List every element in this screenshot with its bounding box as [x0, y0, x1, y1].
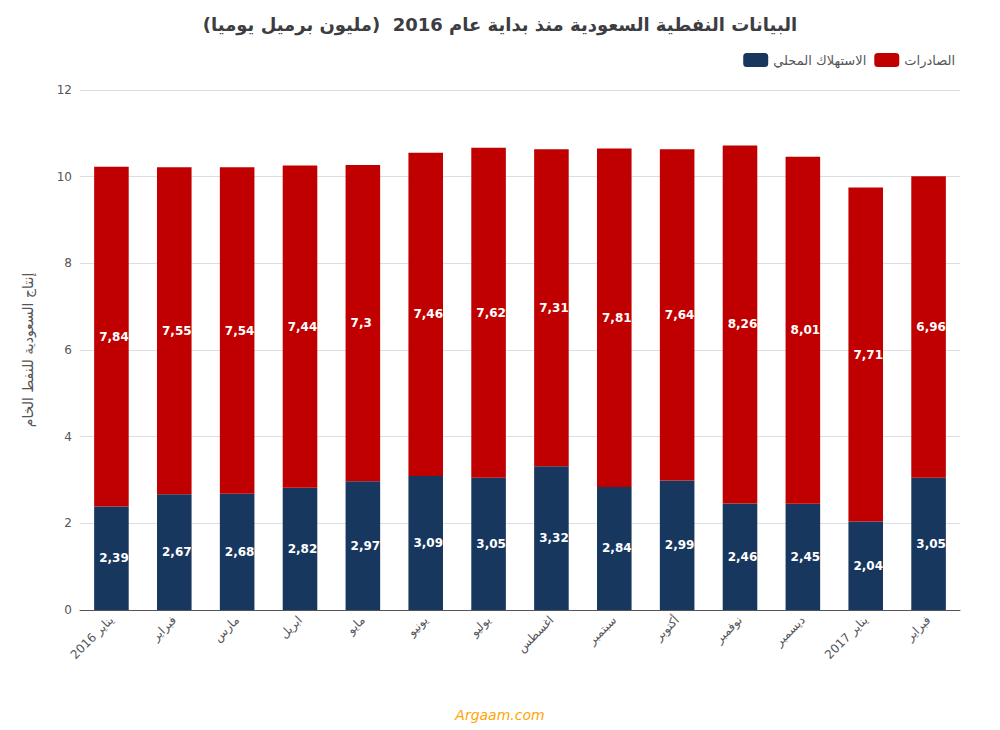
- svg-text:مايو: مايو: [343, 613, 368, 638]
- svg-text:يوليو: يوليو: [467, 613, 495, 641]
- svg-text:8,01: 8,01: [791, 323, 821, 337]
- svg-text:7,55: 7,55: [162, 324, 192, 338]
- svg-text:3,05: 3,05: [476, 537, 506, 551]
- svg-text:2,97: 2,97: [351, 539, 381, 553]
- svg-text:2,04: 2,04: [853, 559, 883, 573]
- svg-text:2,84: 2,84: [602, 541, 632, 555]
- svg-text:يونيو: يونيو: [404, 613, 431, 640]
- svg-text:يناير 2016: يناير 2016: [68, 613, 117, 662]
- svg-text:7,84: 7,84: [99, 330, 129, 344]
- svg-text:7,3: 7,3: [351, 316, 372, 330]
- svg-text:2,45: 2,45: [791, 550, 821, 564]
- svg-text:2,67: 2,67: [162, 545, 192, 559]
- svg-text:7,54: 7,54: [225, 324, 255, 338]
- svg-text:2,82: 2,82: [288, 542, 318, 556]
- svg-text:إنتاج السعودية للنفط الخام: إنتاج السعودية للنفط الخام: [20, 273, 37, 428]
- svg-text:2,39: 2,39: [99, 551, 129, 565]
- svg-text:اغسطس: اغسطس: [514, 613, 557, 656]
- svg-text:2,99: 2,99: [665, 538, 695, 552]
- svg-text:البيانات النفطية السعودية منذ: البيانات النفطية السعودية منذ بداية عام …: [203, 14, 797, 36]
- svg-text:7,44: 7,44: [288, 320, 318, 334]
- svg-text:2,46: 2,46: [728, 550, 758, 564]
- svg-text:6: 6: [64, 343, 72, 357]
- svg-text:0: 0: [64, 603, 72, 617]
- svg-text:2,68: 2,68: [225, 545, 255, 559]
- svg-text:ديسمبر: ديسمبر: [771, 613, 808, 650]
- svg-text:نوفمبر: نوفمبر: [711, 613, 745, 647]
- svg-text:7,81: 7,81: [602, 311, 632, 325]
- svg-text:الصادرات: الصادرات: [904, 53, 955, 69]
- svg-text:مارس: مارس: [211, 613, 243, 645]
- svg-text:أكتوبر: أكتوبر: [650, 612, 682, 644]
- svg-text:8,26: 8,26: [728, 317, 758, 331]
- svg-text:7,62: 7,62: [476, 306, 506, 320]
- svg-text:7,64: 7,64: [665, 308, 695, 322]
- svg-text:3,09: 3,09: [413, 536, 443, 550]
- svg-text:4: 4: [64, 430, 72, 444]
- svg-text:يناير 2017: يناير 2017: [822, 613, 871, 662]
- svg-text:فبراير: فبراير: [148, 613, 180, 645]
- svg-text:3,32: 3,32: [539, 531, 569, 545]
- svg-text:ابريل: ابريل: [277, 613, 306, 642]
- svg-text:6,96: 6,96: [916, 320, 946, 334]
- svg-text:Argaam.com: Argaam.com: [454, 707, 544, 723]
- svg-text:12: 12: [57, 83, 72, 97]
- svg-text:7,71: 7,71: [853, 348, 883, 362]
- svg-text:10: 10: [57, 170, 72, 184]
- svg-text:7,31: 7,31: [539, 301, 569, 315]
- svg-text:8: 8: [64, 256, 72, 270]
- svg-text:الاستهلاك المحلي: الاستهلاك المحلي: [773, 53, 866, 69]
- svg-text:فبراير: فبراير: [902, 613, 934, 645]
- svg-text:2: 2: [64, 516, 72, 530]
- svg-text:سبتمبر: سبتمبر: [584, 613, 620, 649]
- svg-text:7,46: 7,46: [413, 307, 443, 321]
- svg-text:3,05: 3,05: [916, 537, 946, 551]
